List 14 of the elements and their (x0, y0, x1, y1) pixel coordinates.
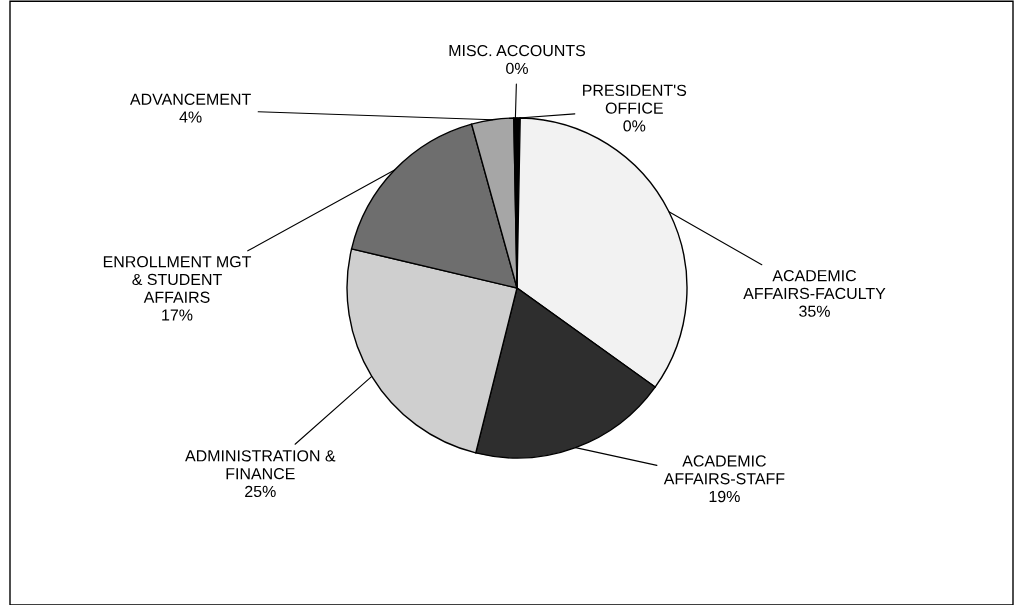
slice-label: ENROLLMENT MGT & STUDENT AFFAIRS (103, 256, 252, 303)
data-label: 19% (709, 490, 740, 503)
slice-label: MISC. ACCOUNTS (449, 44, 586, 57)
slice-label: ACADEMIC AFFAIRS-STAFF (663, 455, 785, 485)
data-label: 0% (506, 62, 528, 75)
data-label: 25% (245, 485, 276, 498)
data-label: 35% (799, 305, 830, 317)
data-label: 17% (162, 309, 193, 321)
slice-label: ADVANCEMENT (129, 93, 251, 105)
data-label: 0% (623, 120, 646, 132)
data-label: 4% (179, 111, 202, 123)
slice-label: PRESIDENT'S OFFICE (583, 84, 687, 114)
slice-label: ACADEMIC AFFAIRS-FACULTY (743, 269, 886, 300)
slice-label: ADMINISTRATION & FINANCE (185, 450, 336, 480)
